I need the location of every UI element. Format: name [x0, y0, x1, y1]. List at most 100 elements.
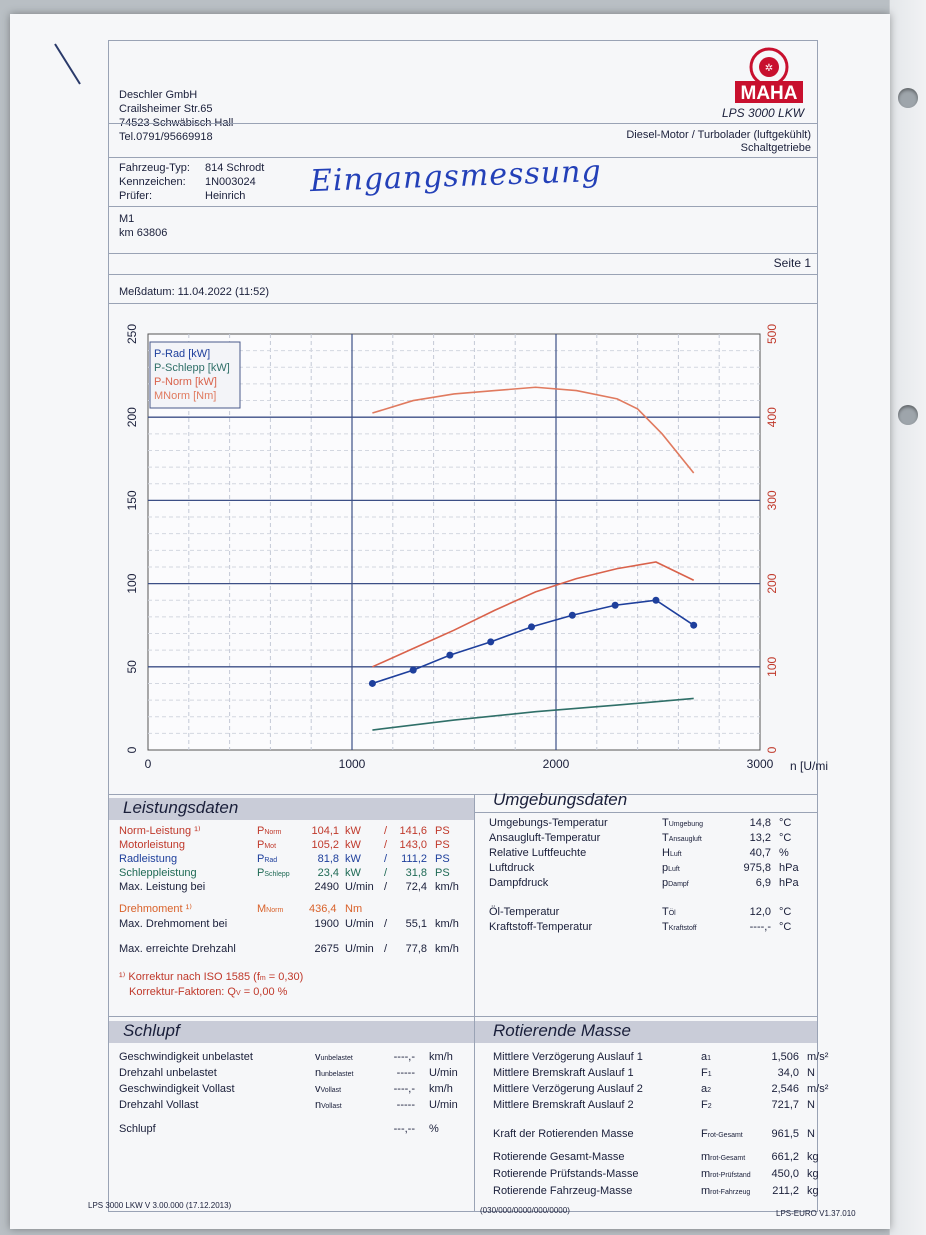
max_rpm-sep: / — [384, 943, 388, 955]
max_rpm-value2: 77,8 — [405, 943, 427, 955]
series-line-3 — [372, 386, 695, 474]
y-right-tick-label: 400 — [765, 407, 779, 427]
rotierende-title: Rotierende Masse — [493, 1021, 631, 1040]
umgebung-oil-unit-0: °C — [779, 906, 792, 918]
leistung-value2-4: 72,4 — [405, 881, 427, 893]
umgebung-symbol-2-letter: H — [662, 847, 670, 859]
umgebung-unit-2: % — [779, 847, 789, 859]
umgebung-symbol-1-letter: T — [662, 832, 669, 844]
rot-unit-mass-0: kg — [807, 1151, 819, 1163]
schlupf-symbol-3: nVollast — [315, 1099, 342, 1113]
report-frame: Deschler GmbH Crailsheimer Str.65 74523 … — [108, 40, 828, 1212]
leistung-symbol-2-letter: P — [257, 853, 265, 865]
umgebung-oil-label-1: Kraftstoff-Temperatur — [489, 921, 593, 933]
leistung-value2-1: 143,0 — [399, 839, 427, 851]
schlupf-symbol-2: vVollast — [315, 1083, 341, 1097]
x-tick-label: 1000 — [339, 757, 366, 771]
company-phone: Tel.0791/95669918 — [119, 131, 213, 143]
rot-unit-0: m/s² — [807, 1051, 829, 1063]
max_torque-sep: / — [384, 918, 388, 930]
max_rpm-unit1: U/min — [345, 943, 374, 955]
rot-symbol-mass-0-letter: m — [701, 1151, 711, 1163]
schlupf-symbol-1: nunbelastet — [315, 1067, 353, 1081]
rot-value-mass-0: 661,2 — [771, 1151, 799, 1163]
rot-label-1: Mittlere Bremskraft Auslauf 1 — [493, 1067, 634, 1079]
leistung-symbol-0: PNorm — [257, 825, 281, 839]
legend-entry-3: MNorm [Nm] — [154, 390, 216, 402]
umgebung-oil-unit-1: °C — [779, 921, 792, 933]
footnote-factors-end: = 0,00 % — [240, 986, 288, 998]
schlupf-symbol-3-letter: n — [315, 1099, 322, 1111]
umgebung-symbol-3-letter: p — [662, 862, 669, 874]
leistung-unit1-4: U/min — [345, 881, 374, 893]
legend-entry-1: P-Schlepp [kW] — [154, 362, 230, 374]
leistung-symbol-3: PSchlepp — [257, 867, 290, 881]
rot-label-3: Mittlere Bremskraft Auslauf 2 — [493, 1099, 634, 1111]
rot-label-mass-1: Rotierende Prüfstands-Masse — [493, 1168, 639, 1180]
schlupf-symbol-0: vunbelastet — [315, 1051, 353, 1065]
series-point-0 — [652, 596, 660, 604]
umgebung-unit-4: hPa — [779, 877, 799, 889]
rot-value-1: 34,0 — [777, 1067, 799, 1079]
schlupf-symbol-1-sub: unbelastet — [321, 1071, 354, 1078]
y-left-tick-label: 200 — [125, 407, 139, 427]
note-line-2: km 63806 — [119, 227, 168, 239]
max_torque-unit1: U/min — [345, 918, 374, 930]
rot-symbol-0-letter: a — [701, 1051, 708, 1063]
rot-symbol-2: a2 — [701, 1083, 711, 1097]
y-left-tick-label: 100 — [125, 573, 139, 593]
umgebung-label-0: Umgebungs-Temperatur — [489, 817, 608, 829]
y-right-tick-label: 0 — [765, 746, 779, 753]
rot-symbol-2-sub: 2 — [707, 1087, 712, 1094]
umgebung-label-4: Dampfdruck — [489, 877, 549, 889]
page-number: Seite 1 — [773, 256, 811, 270]
legend-box — [149, 341, 241, 409]
umgebung-oil-symbol-1-sub: Kraftstoff — [668, 925, 697, 932]
pen-mark — [54, 43, 81, 85]
maha-logo: ✲ MAHA — [735, 47, 803, 104]
schlupf-symbol-1-letter: n — [315, 1067, 322, 1079]
svg-text:✲: ✲ — [765, 63, 773, 74]
leistung-value1-3: 23,4 — [317, 867, 339, 879]
rot-label-mass-0: Rotierende Gesamt-Masse — [493, 1151, 625, 1163]
leistung-value1-4: 2490 — [314, 881, 339, 893]
y-right-tick-label: 300 — [765, 490, 779, 510]
leistung-value1-1: 105,2 — [311, 839, 339, 851]
legend-entry-0: P-Rad [kW] — [154, 348, 210, 360]
company-name: Deschler GmbH — [119, 89, 198, 101]
series-point-0 — [528, 623, 536, 631]
umgebung-title: Umgebungsdaten — [493, 790, 628, 809]
company-street: Crailsheimer Str.65 — [119, 103, 213, 115]
footnote-iso: ¹⁾ Korrektur nach ISO 1585 (fm = 0,30) — [119, 971, 303, 985]
slip-label: Schlupf — [119, 1123, 156, 1135]
leistung-symbol-3-letter: P — [257, 867, 265, 879]
umgebung-oil-value-0: 12,0 — [749, 906, 771, 918]
rot-symbol-0: a1 — [701, 1051, 711, 1065]
series-line-1 — [372, 697, 694, 731]
x-axis-label: n [U/min] — [790, 759, 828, 773]
leistung-symbol-2-sub: Rad — [264, 857, 278, 864]
rot-symbol-force: Frot-Gesamt — [701, 1128, 743, 1142]
schlupf-symbol-0-letter: v — [315, 1051, 321, 1063]
footnote-iso-sub: m — [259, 975, 266, 982]
torque-label: Drehmoment ¹⁾ — [119, 903, 192, 915]
torque-symbol: MNorm — [257, 903, 283, 917]
footer-left: LPS 3000 LKW V 3.00.000 (17.12.2013) — [88, 1201, 232, 1210]
umgebung-oil-symbol-1: TKraftstoff — [662, 921, 697, 935]
legend-entry-2: P-Norm [kW] — [154, 376, 217, 388]
rot-label-2: Mittlere Verzögerung Auslauf 2 — [493, 1083, 643, 1095]
rot-symbol-mass-1: mrot-Prüfstand — [701, 1168, 751, 1182]
leistung-unit2-0: PS — [435, 825, 450, 837]
leistung-label-4: Max. Leistung bei — [119, 881, 206, 893]
rot-label-mass-2: Rotierende Fahrzeug-Masse — [493, 1185, 633, 1197]
footer-right: LPS-EURO V1.37.010 — [776, 1209, 856, 1218]
rot-symbol-mass-2-letter: m — [701, 1185, 711, 1197]
leistung-symbol-1-letter: P — [257, 839, 265, 851]
rot-value-3: 721,7 — [771, 1099, 799, 1111]
schlupf-symbol-3-sub: Vollast — [321, 1103, 342, 1110]
leistung-unit1-0: kW — [345, 825, 361, 837]
leistung-symbol-1: PMot — [257, 839, 276, 853]
leistung-sep-3: / — [384, 867, 388, 879]
leistung-unit1-2: kW — [345, 853, 361, 865]
max_torque-value1: 1900 — [314, 918, 339, 930]
